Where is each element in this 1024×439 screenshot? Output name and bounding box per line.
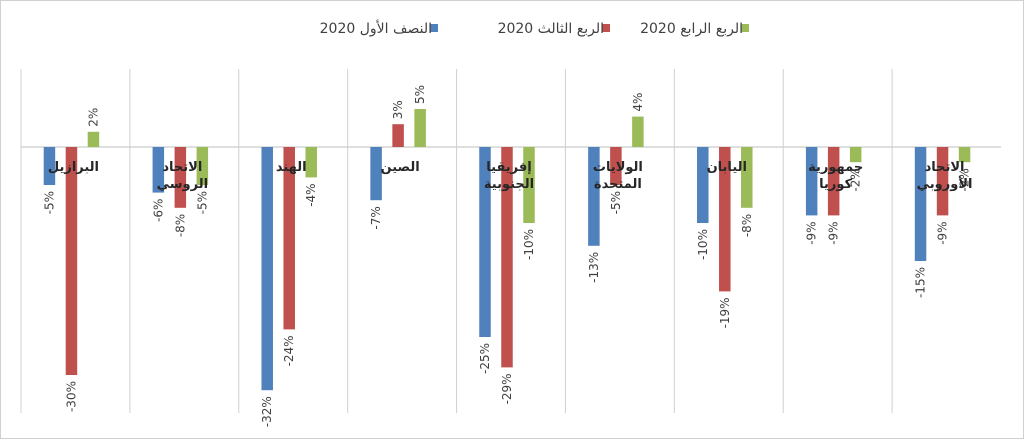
data-label: -9% (805, 221, 819, 244)
data-label: -7% (369, 206, 383, 229)
legend-swatch (602, 24, 610, 32)
data-label: -15% (914, 267, 928, 298)
legend-swatch (741, 24, 749, 32)
data-label: -13% (587, 252, 601, 283)
bar (610, 147, 622, 185)
bar (152, 147, 165, 193)
data-label: -2% (958, 168, 972, 191)
data-label: -5% (609, 191, 623, 214)
data-label: -8% (173, 214, 187, 237)
data-label: -29% (500, 373, 514, 404)
data-label: -5% (42, 191, 56, 214)
data-label: -32% (260, 396, 274, 427)
category-label: الاتحاد الأوروبي (917, 160, 973, 192)
category-label: الاتحاد الروسي (157, 160, 208, 192)
bar (588, 147, 600, 246)
bar (849, 147, 862, 163)
bar (632, 116, 644, 147)
data-label: -5% (195, 191, 209, 214)
data-label: 4% (631, 93, 645, 112)
data-label: 3% (391, 100, 405, 119)
bar (958, 147, 971, 163)
bar (805, 147, 818, 216)
bar (697, 147, 709, 223)
data-label: 2% (86, 108, 100, 127)
legend: النصف الأول 2020 الربع الثالث 2020 الربع ا… (320, 19, 749, 37)
bar (261, 147, 273, 391)
bar (523, 147, 535, 223)
bar (43, 147, 56, 185)
bar (283, 147, 295, 330)
legend-entry: النصف الأول 2020 (320, 19, 432, 37)
data-label: -9% (827, 221, 841, 244)
bar (196, 147, 209, 185)
data-label: -6% (151, 199, 165, 222)
bar (719, 147, 731, 292)
data-label: -19% (718, 297, 732, 328)
bar (501, 147, 513, 368)
category-labels: البرازيل الاتحاد الروسي الهند الصين إفريقيا ال… (48, 160, 973, 192)
legend-swatch (430, 24, 438, 32)
bar (174, 147, 187, 208)
category-label: الهند (276, 160, 307, 175)
category-label: البرازيل (48, 160, 99, 175)
bar (936, 147, 949, 216)
bar (914, 147, 927, 261)
bar (479, 147, 491, 337)
data-labels: -5% -30% 2% -6% -8% -5% -32% -24% -4% -7% 3% 5% -25%… (42, 85, 971, 427)
data-label: -4% (304, 183, 318, 206)
legend-entry: الربع الثالث 2020 (498, 21, 604, 37)
bar (827, 147, 840, 216)
data-label: -30% (64, 381, 78, 412)
bars (43, 109, 971, 391)
data-label: -2% (849, 168, 863, 191)
bar (414, 109, 426, 147)
bar (392, 124, 404, 147)
category-label: الولايات المتحدة (593, 160, 643, 192)
data-label: -10% (696, 229, 710, 260)
data-label: -24% (282, 335, 296, 366)
bar (87, 131, 100, 147)
category-label: اليابان (707, 160, 747, 175)
bar (370, 147, 382, 201)
bar (741, 147, 753, 208)
legend-entry: الربع الرابع 2020 (640, 21, 743, 37)
data-label: -8% (740, 214, 754, 237)
data-label: 5% (413, 85, 427, 104)
bar (65, 147, 78, 375)
bar (305, 147, 317, 178)
data-label: -9% (936, 221, 950, 244)
category-label: إفريقيا الجنوبية (484, 160, 534, 192)
category-label: جمهورية كوريا (808, 160, 863, 192)
data-label: -25% (478, 343, 492, 374)
category-label: الصين (381, 160, 420, 175)
data-label: -10% (522, 229, 536, 260)
